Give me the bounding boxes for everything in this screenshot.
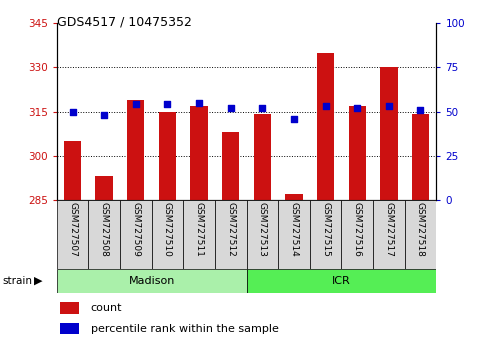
Text: GSM727513: GSM727513 bbox=[258, 202, 267, 257]
Point bbox=[132, 102, 140, 107]
Text: GSM727515: GSM727515 bbox=[321, 202, 330, 257]
Point bbox=[353, 105, 361, 111]
Point bbox=[100, 112, 108, 118]
Bar bbox=[380, 67, 397, 200]
Bar bbox=[253, 114, 271, 200]
Point bbox=[227, 105, 235, 111]
Bar bbox=[405, 200, 436, 269]
Bar bbox=[349, 105, 366, 200]
Bar bbox=[246, 200, 278, 269]
Bar bbox=[152, 200, 183, 269]
Text: GSM727516: GSM727516 bbox=[352, 202, 362, 257]
Bar bbox=[61, 323, 79, 334]
Bar bbox=[57, 269, 246, 293]
Bar bbox=[88, 200, 120, 269]
Text: GDS4517 / 10475352: GDS4517 / 10475352 bbox=[57, 16, 192, 29]
Point bbox=[195, 100, 203, 105]
Text: GSM727518: GSM727518 bbox=[416, 202, 425, 257]
Text: Madison: Madison bbox=[128, 276, 175, 286]
Text: ▶: ▶ bbox=[34, 276, 42, 286]
Text: GSM727514: GSM727514 bbox=[289, 202, 298, 257]
Bar bbox=[215, 200, 246, 269]
Point bbox=[290, 116, 298, 121]
Bar bbox=[285, 194, 303, 200]
Bar bbox=[317, 52, 334, 200]
Text: ICR: ICR bbox=[332, 276, 351, 286]
Text: count: count bbox=[91, 303, 122, 313]
Text: GSM727507: GSM727507 bbox=[68, 202, 77, 257]
Text: percentile rank within the sample: percentile rank within the sample bbox=[91, 324, 279, 333]
Point bbox=[385, 103, 393, 109]
Bar bbox=[96, 176, 113, 200]
Bar bbox=[183, 200, 215, 269]
Bar bbox=[373, 200, 405, 269]
Point bbox=[164, 102, 172, 107]
Bar bbox=[278, 200, 310, 269]
Text: GSM727508: GSM727508 bbox=[100, 202, 108, 257]
Bar bbox=[64, 141, 81, 200]
Bar bbox=[127, 100, 144, 200]
Point bbox=[321, 103, 329, 109]
Bar bbox=[341, 200, 373, 269]
Point bbox=[258, 105, 266, 111]
Text: GSM727517: GSM727517 bbox=[385, 202, 393, 257]
Bar bbox=[412, 114, 429, 200]
Bar bbox=[159, 112, 176, 200]
Bar bbox=[246, 269, 436, 293]
Text: strain: strain bbox=[2, 276, 33, 286]
Bar bbox=[222, 132, 240, 200]
Point bbox=[417, 107, 424, 113]
Text: GSM727510: GSM727510 bbox=[163, 202, 172, 257]
Text: GSM727509: GSM727509 bbox=[131, 202, 141, 257]
Bar bbox=[120, 200, 152, 269]
Bar bbox=[57, 200, 88, 269]
Bar bbox=[190, 105, 208, 200]
Bar bbox=[61, 302, 79, 314]
Point bbox=[69, 109, 76, 114]
Bar bbox=[310, 200, 341, 269]
Text: GSM727512: GSM727512 bbox=[226, 202, 235, 257]
Text: GSM727511: GSM727511 bbox=[195, 202, 204, 257]
